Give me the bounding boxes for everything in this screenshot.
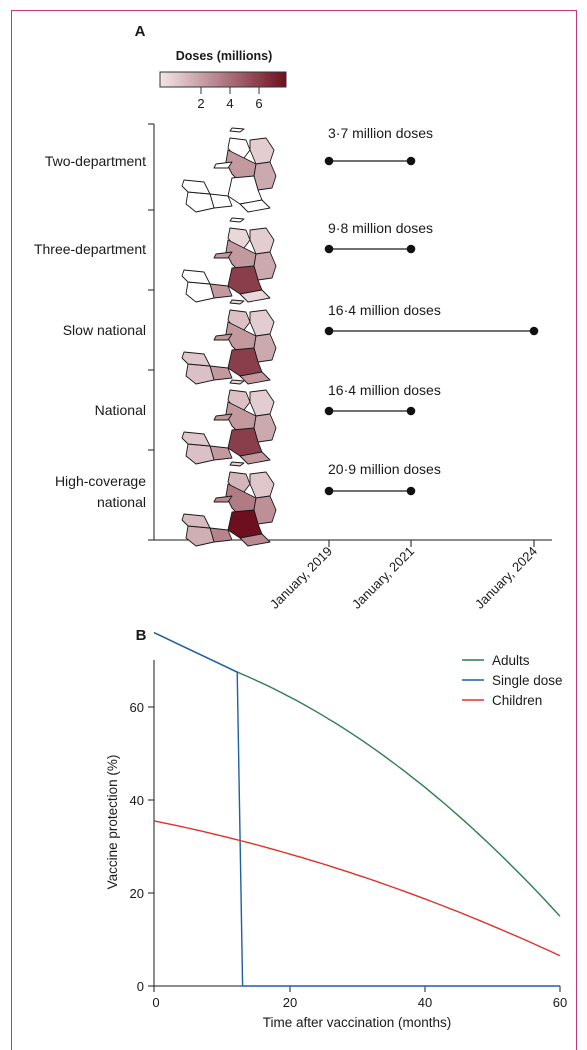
haiti-map bbox=[181, 127, 277, 213]
y-tick-label: 60 bbox=[130, 700, 144, 715]
timeline-point bbox=[324, 244, 334, 254]
scenario-label-line1: High-coverage bbox=[55, 473, 146, 489]
department-region bbox=[185, 443, 215, 465]
x-tick-label: January, 2019 bbox=[267, 544, 335, 612]
x-tick-label: 20 bbox=[283, 995, 297, 1010]
scenario-label: Slow national bbox=[63, 322, 146, 338]
department-region bbox=[185, 191, 215, 213]
doses-label: 16·4 million doses bbox=[328, 302, 441, 318]
timeline-point bbox=[406, 486, 416, 496]
department-region bbox=[239, 199, 271, 213]
doses-label: 9·8 million doses bbox=[328, 220, 433, 236]
y-axis-label: Vaccine protection (%) bbox=[105, 755, 120, 890]
department-region bbox=[249, 137, 275, 165]
legend-entry: Children bbox=[492, 693, 542, 708]
legend-tick-label: 4 bbox=[226, 96, 233, 111]
x-tick-label: 40 bbox=[418, 995, 432, 1010]
legend-entry: Adults bbox=[492, 653, 530, 668]
doses-label: 3·7 million doses bbox=[328, 125, 433, 141]
haiti-map bbox=[181, 461, 277, 547]
protection-lines bbox=[153, 631, 561, 987]
x-tick-label: January, 2021 bbox=[349, 544, 417, 612]
department-region bbox=[181, 269, 211, 285]
department-region bbox=[213, 495, 233, 503]
timeline-point bbox=[324, 406, 334, 416]
x-axis-label: Time after vaccination (months) bbox=[263, 1015, 452, 1030]
legend-tick-label: 6 bbox=[255, 96, 262, 111]
haiti-map bbox=[181, 379, 277, 465]
timeline-point bbox=[529, 326, 539, 336]
haiti-map bbox=[181, 217, 277, 303]
timeline-point bbox=[406, 406, 416, 416]
department-region bbox=[181, 351, 211, 367]
department-region bbox=[239, 451, 271, 465]
doses-label: 20·9 million doses bbox=[328, 461, 441, 477]
department-region bbox=[253, 495, 277, 525]
department-region bbox=[213, 251, 233, 259]
panel-b-axes bbox=[148, 660, 561, 992]
panel-a-axes bbox=[148, 123, 552, 547]
department-region bbox=[239, 289, 271, 303]
department-region bbox=[249, 471, 275, 499]
doses-label: 16·4 million doses bbox=[328, 382, 441, 398]
legend-entry: Single dose bbox=[492, 673, 563, 688]
scenario-label: Two-department bbox=[45, 153, 146, 169]
department-region bbox=[185, 281, 215, 303]
department-region bbox=[249, 227, 275, 255]
department-region bbox=[181, 179, 211, 195]
department-region bbox=[249, 309, 275, 337]
figure-frame bbox=[11, 10, 577, 1050]
department-region bbox=[253, 251, 277, 281]
timeline-marks: 3·7 million doses 9·8 million doses 16·4 m… bbox=[324, 125, 539, 496]
legend-colorbar bbox=[159, 71, 287, 88]
department-region bbox=[239, 371, 271, 385]
department-region bbox=[229, 461, 245, 467]
timeline-point bbox=[406, 244, 416, 254]
y-tick-label: 0 bbox=[137, 979, 144, 994]
panel-b-x-ticks: 0 20 40 60 bbox=[152, 995, 567, 1010]
department-region bbox=[253, 333, 277, 363]
x-tick-label: January, 2024 bbox=[472, 544, 540, 612]
legend-tick-label: 2 bbox=[197, 96, 204, 111]
department-region bbox=[213, 161, 233, 169]
department-region bbox=[229, 299, 245, 305]
department-region bbox=[249, 389, 275, 417]
panel-a-x-ticks: January, 2019 January, 2021 January, 202… bbox=[267, 544, 540, 612]
timeline-point bbox=[324, 326, 334, 336]
panel-b-legend: Adults Single dose Children bbox=[462, 653, 563, 708]
panel-a-label: A bbox=[135, 23, 146, 40]
timeline-point bbox=[324, 156, 334, 166]
x-tick-label: 60 bbox=[553, 995, 567, 1010]
scenario-label-line2: national bbox=[97, 494, 146, 510]
department-region bbox=[185, 525, 215, 547]
panel-b-label: B bbox=[136, 627, 147, 644]
department-region bbox=[239, 533, 271, 547]
department-region bbox=[213, 413, 233, 421]
timeline-point bbox=[324, 486, 334, 496]
department-region bbox=[181, 431, 211, 447]
scenario-label: National bbox=[95, 402, 146, 418]
doses-legend: Doses (millions) 2 4 6 bbox=[159, 49, 287, 111]
timeline-point bbox=[406, 156, 416, 166]
scenario-label: Three-department bbox=[34, 241, 146, 257]
y-tick-label: 20 bbox=[130, 886, 144, 901]
department-region bbox=[229, 379, 245, 385]
department-region bbox=[181, 513, 211, 529]
series-line bbox=[153, 820, 561, 957]
series-line bbox=[153, 631, 560, 987]
y-tick-label: 40 bbox=[130, 793, 144, 808]
department-region bbox=[229, 217, 245, 223]
department-region bbox=[253, 413, 277, 443]
department-region bbox=[185, 363, 215, 385]
haiti-maps bbox=[181, 127, 277, 547]
x-tick-label: 0 bbox=[152, 995, 159, 1010]
department-region bbox=[253, 161, 277, 191]
department-region bbox=[229, 127, 245, 133]
haiti-map bbox=[181, 299, 277, 385]
scenario-labels: Two-department Three-department Slow nat… bbox=[34, 153, 146, 510]
panel-b-y-ticks: 0 20 40 60 bbox=[130, 700, 144, 994]
department-region bbox=[213, 333, 233, 341]
legend-title: Doses (millions) bbox=[176, 49, 273, 63]
